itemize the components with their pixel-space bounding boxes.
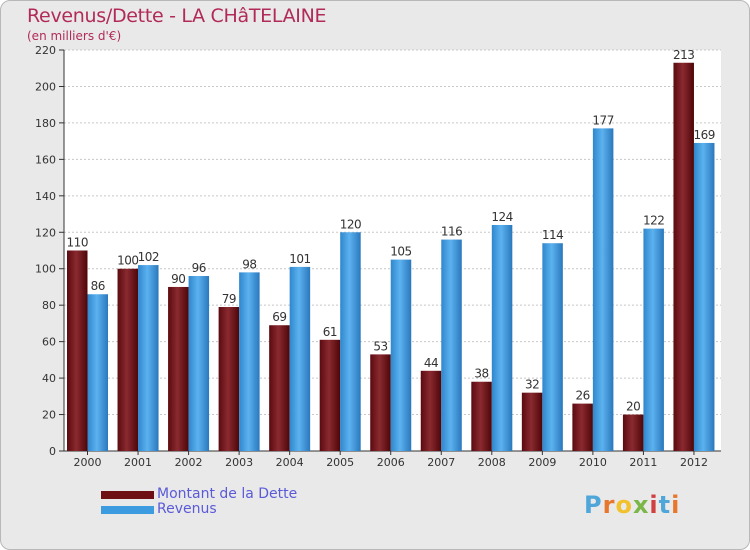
- bar-revenus: [340, 232, 361, 451]
- legend-label-revenus: Revenus: [157, 501, 217, 517]
- y-tick-label: 200: [35, 80, 56, 93]
- bar-dette: [370, 354, 391, 451]
- chart-title: Revenus/Dette - LA CHâTELAINE: [27, 5, 327, 27]
- y-tick-label: 140: [35, 190, 56, 203]
- legend-label-dette: Montant de la Dette: [157, 486, 298, 502]
- bar-dette: [622, 414, 644, 451]
- proxiti-logo: Proxiti: [584, 491, 680, 519]
- data-label-revenus: 86: [91, 279, 105, 293]
- data-label-revenus: 98: [242, 257, 256, 271]
- bar-revenus: [491, 224, 513, 451]
- bar-revenus: [289, 266, 311, 451]
- bar-dette: [168, 286, 189, 451]
- x-tick-label: 2007: [427, 456, 455, 469]
- data-label-dette: 44: [424, 356, 438, 370]
- logo-letter: t: [658, 491, 672, 519]
- data-label-dette: 213: [673, 48, 694, 62]
- data-label-revenus: 114: [542, 228, 563, 242]
- data-label-revenus: 105: [390, 245, 411, 259]
- bar-dette: [319, 339, 341, 451]
- x-tick-label: 2008: [478, 456, 506, 469]
- logo-letter: x: [632, 491, 650, 519]
- data-label-revenus: 122: [643, 214, 664, 228]
- data-label-dette: 110: [67, 236, 88, 250]
- y-tick-label: 160: [35, 153, 56, 166]
- bar-dette: [572, 403, 593, 451]
- bar-dette: [420, 370, 442, 451]
- y-tick-label: 40: [42, 372, 56, 385]
- bar-dette: [117, 268, 139, 451]
- data-label-dette: 100: [117, 254, 138, 268]
- legend-swatch-revenus: [101, 506, 154, 514]
- bar-dette: [471, 381, 492, 451]
- logo-letter: i: [649, 491, 659, 519]
- data-label-dette: 90: [171, 272, 185, 286]
- data-labels: 110 86 100 102 90 96 79 98 69 101 61 120 53 105 44 116 3…: [67, 48, 716, 414]
- legend-swatch-dette: [101, 491, 154, 499]
- bar-dette: [269, 325, 290, 451]
- data-label-dette: 38: [474, 367, 488, 381]
- bar-dette: [218, 307, 240, 451]
- data-label-revenus: 120: [340, 217, 361, 231]
- chart-subtitle: (en milliers d'€): [27, 29, 122, 43]
- bar-dette: [521, 392, 543, 451]
- bar-revenus: [188, 276, 210, 451]
- x-tick-label: 2012: [680, 456, 708, 469]
- bars: [67, 62, 715, 452]
- logo-letter: i: [671, 491, 681, 519]
- x-tick-label: 2011: [629, 456, 657, 469]
- bar-revenus: [592, 128, 614, 452]
- y-tick-label: 220: [35, 44, 56, 57]
- data-label-revenus: 102: [138, 250, 159, 264]
- logo-letter: P: [584, 491, 603, 519]
- data-label-dette: 26: [575, 389, 589, 403]
- bar-dette: [67, 250, 88, 451]
- data-label-dette: 61: [323, 325, 337, 339]
- data-label-revenus: 124: [491, 210, 512, 224]
- x-tick-label: 2005: [326, 456, 354, 469]
- bar-revenus: [390, 259, 412, 451]
- y-tick-label: 80: [42, 299, 56, 312]
- x-tick-label: 2002: [175, 456, 203, 469]
- y-tick-label: 0: [49, 445, 56, 458]
- x-tick-label: 2010: [579, 456, 607, 469]
- y-tick-label: 60: [42, 336, 56, 349]
- y-tick-label: 20: [42, 409, 56, 422]
- logo-letter: r: [602, 491, 616, 519]
- y-tick-label: 180: [35, 117, 56, 130]
- bar-revenus: [693, 142, 715, 451]
- bar-revenus: [239, 272, 260, 451]
- x-tick-label: 2004: [276, 456, 304, 469]
- bar-revenus: [441, 239, 462, 451]
- data-label-revenus: 116: [441, 225, 462, 239]
- x-tick-label: 2009: [528, 456, 556, 469]
- data-label-revenus: 96: [192, 261, 206, 275]
- data-label-revenus: 101: [289, 252, 310, 266]
- bar-revenus: [542, 243, 563, 451]
- data-label-revenus: 169: [694, 128, 715, 142]
- bar-revenus: [87, 294, 108, 451]
- bar-revenus: [643, 228, 664, 451]
- data-label-dette: 20: [626, 400, 640, 414]
- data-label-dette: 32: [525, 378, 539, 392]
- data-label-dette: 53: [373, 339, 387, 353]
- data-label-dette: 79: [222, 292, 236, 306]
- bar-dette: [673, 62, 694, 451]
- x-tick-label: 2001: [124, 456, 152, 469]
- data-label-revenus: 177: [592, 113, 613, 127]
- y-tick-label: 100: [35, 263, 56, 276]
- x-tick-label: 2000: [74, 456, 102, 469]
- x-tick-label: 2003: [225, 456, 253, 469]
- data-label-dette: 69: [272, 310, 286, 324]
- logo-letter: o: [615, 491, 633, 519]
- bar-revenus: [138, 265, 159, 451]
- x-tick-label: 2006: [377, 456, 405, 469]
- y-tick-label: 120: [35, 226, 56, 239]
